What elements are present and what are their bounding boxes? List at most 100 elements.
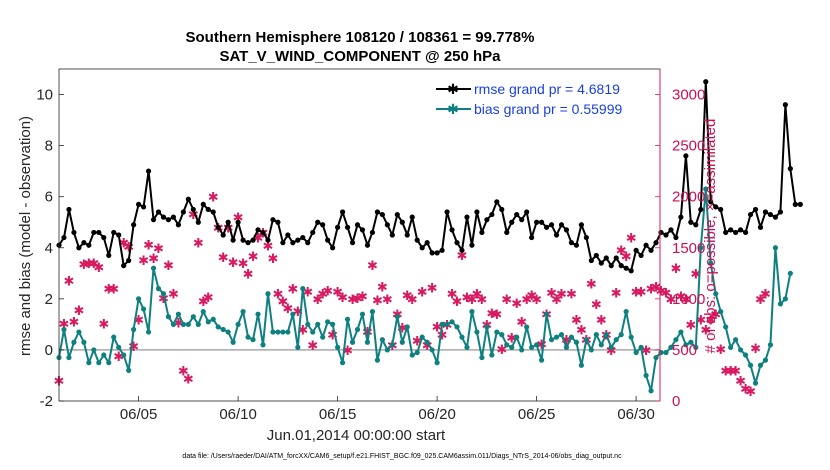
bias-point: [379, 337, 385, 343]
bias-point: [752, 380, 759, 386]
obs-marker: ✱: [397, 321, 408, 336]
obs-marker: ✱: [63, 274, 74, 289]
bias-point: [106, 360, 112, 366]
obs-marker: ✱: [103, 283, 114, 298]
obs-marker: ✱: [606, 344, 617, 359]
obs-marker: ✱: [312, 293, 323, 308]
bias-point: [494, 329, 500, 335]
obs-marker: ✱: [218, 251, 229, 266]
rmse-point: [698, 206, 704, 213]
bias-point: [464, 344, 470, 350]
rmse-point: [499, 206, 505, 213]
obs-marker: ✱: [123, 241, 134, 256]
rmse-point: [504, 229, 510, 236]
legend-rmse-label: rmse grand pr = 4.6819: [474, 81, 620, 97]
obs-marker: ✱: [536, 338, 547, 353]
bias-point: [300, 286, 306, 292]
rmse-point: [275, 219, 281, 225]
bias-point: [519, 347, 525, 353]
bias-point: [349, 339, 356, 345]
bias-point: [449, 319, 455, 325]
bias-point: [548, 337, 555, 343]
rmse-point: [165, 217, 172, 223]
rmse-point: [563, 227, 570, 233]
bias-point: [205, 319, 211, 325]
obs-marker: ✱: [621, 250, 632, 265]
rmse-point: [693, 222, 699, 228]
obs-marker: ✱: [501, 293, 512, 308]
obs-marker: ✱: [168, 288, 179, 303]
y2-tick-label: 3000: [672, 87, 705, 104]
obs-marker: ✱: [228, 256, 239, 271]
rmse-point: [255, 227, 261, 233]
rmse-point: [339, 209, 346, 215]
bias-point: [678, 329, 684, 335]
rmse-point: [389, 232, 395, 238]
bias-point: [499, 332, 505, 338]
bias-point: [668, 344, 674, 350]
rmse-point: [479, 229, 485, 236]
rmse-point: [553, 232, 560, 238]
rmse-point: [628, 268, 634, 274]
obs-marker: ✱: [59, 317, 70, 332]
obs-marker: ✱: [357, 290, 368, 305]
y2-axis-label: # of obs: o=possible; ×=assimilated: [702, 119, 719, 354]
rmse-point: [295, 237, 301, 243]
bias-point: [454, 324, 460, 330]
rmse-point: [638, 252, 644, 259]
rmse-point: [762, 209, 769, 215]
bias-point: [121, 352, 127, 358]
obs-marker: ✱: [302, 286, 313, 301]
rmse-point: [409, 214, 415, 220]
obs-marker: ✱: [596, 313, 607, 328]
obs-marker: ✱: [755, 293, 766, 308]
bias-point: [598, 342, 604, 348]
legend-bias-label: bias grand pr = 0.55999: [474, 101, 622, 117]
bias-point: [529, 344, 535, 350]
x-tick-label: 06/30: [617, 406, 655, 423]
bias-point: [131, 326, 137, 333]
obs-marker: ✱: [148, 252, 159, 267]
obs-marker: ✱: [317, 288, 328, 303]
x-tick-label: 06/25: [518, 406, 556, 423]
obs-marker: ✱: [272, 288, 283, 303]
bias-point: [394, 314, 400, 320]
bias-point: [593, 332, 599, 338]
obs-marker: ✱: [695, 313, 706, 328]
bias-point: [330, 321, 336, 327]
obs-marker: ✱: [571, 313, 582, 328]
bias-point: [538, 357, 545, 363]
bias-point: [419, 334, 425, 340]
obs-marker: ✱: [437, 329, 448, 344]
rmse-point: [290, 240, 296, 246]
rmse-point: [643, 242, 649, 248]
rmse-point: [593, 252, 599, 259]
bias-line: [58, 188, 792, 392]
bias-point: [683, 342, 689, 348]
obs-marker: ✱: [496, 343, 507, 358]
rmse-point: [86, 242, 92, 248]
obs-marker: ✱: [352, 292, 363, 307]
obs-marker: ✱: [362, 326, 373, 341]
obs-marker: ✱: [616, 244, 627, 259]
rmse-point: [519, 217, 525, 223]
x-axis-label: Jun.01,2014 00:00:00 start: [267, 427, 446, 444]
bias-point: [479, 354, 485, 361]
obs-marker: ✱: [342, 344, 353, 359]
rmse-point: [608, 263, 614, 269]
rmse-point: [76, 245, 82, 251]
bias-point: [101, 352, 107, 358]
rmse-point: [300, 234, 306, 241]
obs-marker: ✱: [402, 289, 413, 304]
rmse-point: [718, 206, 724, 213]
obs-marker: ✱: [83, 257, 94, 272]
obs-marker: ✱: [183, 373, 194, 388]
rmse-point: [464, 214, 470, 220]
rmse-point: [653, 240, 659, 246]
bias-point: [757, 362, 764, 368]
bias-point: [787, 270, 793, 276]
obs-marker: ✱: [287, 283, 298, 298]
rmse-point: [190, 206, 196, 213]
bias-point: [643, 372, 649, 379]
rmse-point: [797, 201, 803, 207]
